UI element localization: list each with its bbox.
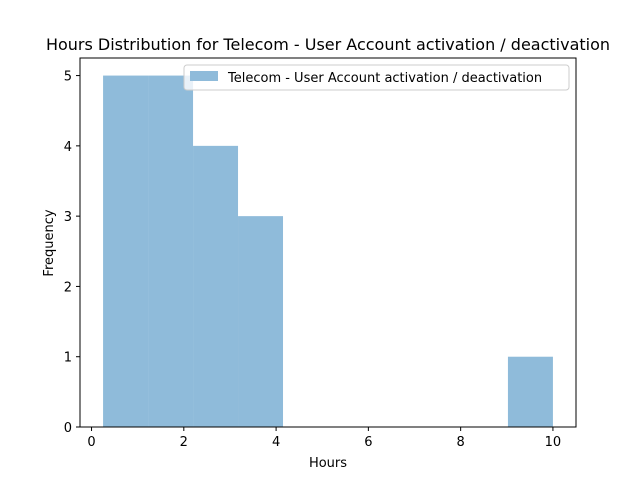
- y-axis-label: Frequency: [42, 209, 57, 276]
- legend-label: Telecom - User Account activation / deac…: [227, 71, 542, 86]
- x-tick-label: 4: [272, 435, 280, 450]
- histogram-bar: [238, 216, 284, 427]
- histogram-bar: [193, 145, 239, 427]
- x-axis-label: Hours: [309, 456, 347, 471]
- x-tick-label: 0: [87, 435, 95, 450]
- x-tick-label: 6: [364, 435, 372, 450]
- x-tick-label: 8: [457, 435, 465, 450]
- y-tick-label: 4: [64, 140, 72, 155]
- legend: Telecom - User Account activation / deac…: [183, 64, 570, 91]
- y-tick-label: 2: [64, 280, 72, 295]
- x-tick-label: 10: [545, 435, 562, 450]
- y-tick-label: 3: [64, 210, 72, 225]
- y-tick-label: 5: [64, 70, 72, 85]
- histogram-bar: [507, 356, 553, 427]
- x-tick-label: 2: [180, 435, 188, 450]
- y-tick-label: 1: [64, 351, 72, 366]
- chart-title: Hours Distribution for Telecom - User Ac…: [46, 35, 610, 54]
- legend-swatch: [190, 71, 218, 81]
- y-axis-ticks: 0 1 2 3 4 5: [64, 70, 80, 436]
- histogram-bar: [148, 75, 194, 428]
- legend-box: [183, 64, 570, 91]
- x-axis-ticks: 0 2 4 6 8 10: [87, 427, 561, 450]
- plot-frame: [79, 57, 577, 428]
- histogram-bars: [103, 75, 553, 428]
- y-tick-label: 0: [64, 421, 72, 436]
- histogram-bar: [103, 75, 149, 428]
